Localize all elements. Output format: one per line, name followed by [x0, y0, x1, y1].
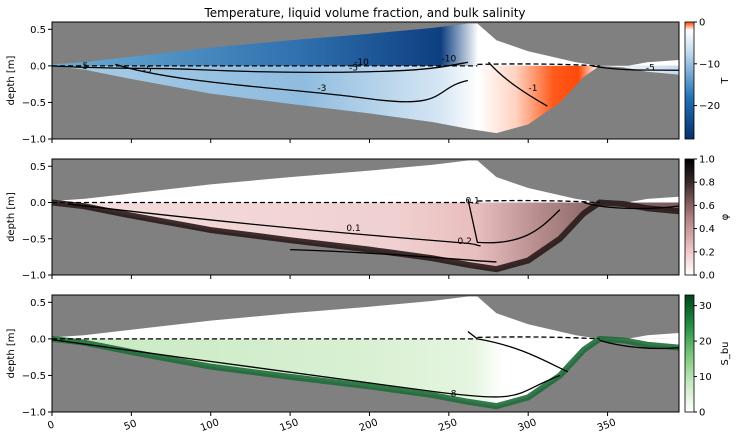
colorbar [684, 21, 695, 140]
colorbar-tick-label: 0.0 [699, 271, 715, 282]
contour-line [290, 248, 497, 263]
y-axis-label: depth [m] [6, 328, 17, 378]
x-tick-label: 0 [46, 419, 56, 432]
colorbar-tick-label: 1.0 [699, 155, 715, 166]
contour-label: 0.1 [465, 196, 479, 206]
y-tick-label: 0.5 [30, 25, 46, 36]
x-tick-label: 150 [278, 417, 300, 434]
plot-frame [51, 158, 680, 276]
colorbar-tick-label: 0 [699, 18, 705, 29]
colorbar-label: T [720, 77, 731, 85]
colorbar-tick-label: 0.8 [699, 178, 715, 189]
colorbar [684, 158, 695, 276]
basal-layer [52, 335, 679, 410]
x-tick-label: 50 [123, 418, 139, 433]
contour-label: 0.1 [346, 224, 360, 234]
contour-line [488, 61, 548, 107]
contour-label: -3 [317, 84, 326, 94]
contour-label: -5 [143, 66, 152, 76]
colorbar-label: φ [720, 213, 731, 220]
colorbar-tick-label: 20 [699, 337, 712, 348]
y-tick-label: −0.5 [22, 98, 46, 109]
contour-label: 8 [451, 390, 457, 400]
contour-line [52, 338, 561, 398]
contour-label: -5 [646, 63, 655, 73]
field-layer: 0.1 0.1 0.2 [52, 160, 679, 273]
plot-frame [51, 21, 680, 140]
x-tick-label: 300 [516, 417, 538, 434]
contour-line [591, 65, 679, 71]
ice-interior [52, 338, 679, 407]
contour-line [583, 201, 679, 210]
y-axis-label: depth [m] [6, 192, 17, 242]
contour-label: 0.2 [458, 237, 472, 247]
y-tick-label: 0.0 [30, 61, 46, 72]
y-tick-label: −1.0 [22, 135, 46, 146]
basal-layer [52, 199, 679, 273]
freeboard-region [52, 296, 679, 340]
contour-line [599, 339, 679, 350]
contour-label: -10 [354, 58, 369, 68]
contour-line [67, 203, 481, 247]
y-tick-label: −0.5 [22, 234, 46, 245]
y-tick-label: 0.5 [30, 162, 46, 173]
freeboard-region [52, 23, 679, 67]
colorbar-tick-label: −10 [699, 59, 720, 70]
colorbar-tick-label: 0.4 [699, 224, 715, 235]
y-tick-label: −1.0 [22, 408, 46, 419]
colorbar-tick-label: 30 [699, 301, 712, 312]
field-layer: -10-10-5 -5 -5-3 -1-5 [52, 23, 679, 134]
colorbar-tick-label: 0.2 [699, 247, 715, 258]
contour-line [115, 63, 469, 103]
contour-label: -5 [349, 63, 358, 73]
x-tick-label: 100 [199, 417, 221, 434]
colorbar-tick-label: 0.6 [699, 201, 715, 212]
x-tick-label: 200 [358, 417, 380, 434]
y-tick-label: 0.5 [30, 298, 46, 309]
freeboard-region [52, 160, 679, 204]
colorbar-tick-label: −20 [699, 101, 720, 112]
contour-label: -10 [441, 55, 456, 65]
colorbar [684, 294, 695, 413]
contour-label: -1 [528, 84, 537, 94]
y-tick-label: 0.0 [30, 198, 46, 209]
colorbar-tick-label: 0 [699, 408, 705, 419]
ice-interior [52, 65, 679, 134]
x-tick-label: 250 [437, 417, 459, 434]
contour-label: -5 [79, 62, 88, 72]
y-tick-label: −0.5 [22, 371, 46, 382]
colorbar-label: S_bu [720, 341, 731, 365]
plot-frame [51, 294, 680, 413]
contour-line [467, 331, 569, 373]
y-axis-label: depth [m] [6, 55, 17, 105]
y-tick-label: 0.0 [30, 334, 46, 345]
panel-2: 0.1 0.1 0.2 0.5 0.0 −0.5 −1.0 depth [m] 1.0 0.8 0.… [6, 155, 731, 282]
colorbar-tick-label: 10 [699, 372, 712, 383]
y-tick-label: −1.0 [22, 271, 46, 282]
field-layer: 8 [52, 296, 679, 410]
figure-title: Temperature, liquid volume fraction, and… [203, 6, 525, 20]
x-tick-label: 350 [596, 417, 618, 434]
contour-line [467, 198, 561, 244]
